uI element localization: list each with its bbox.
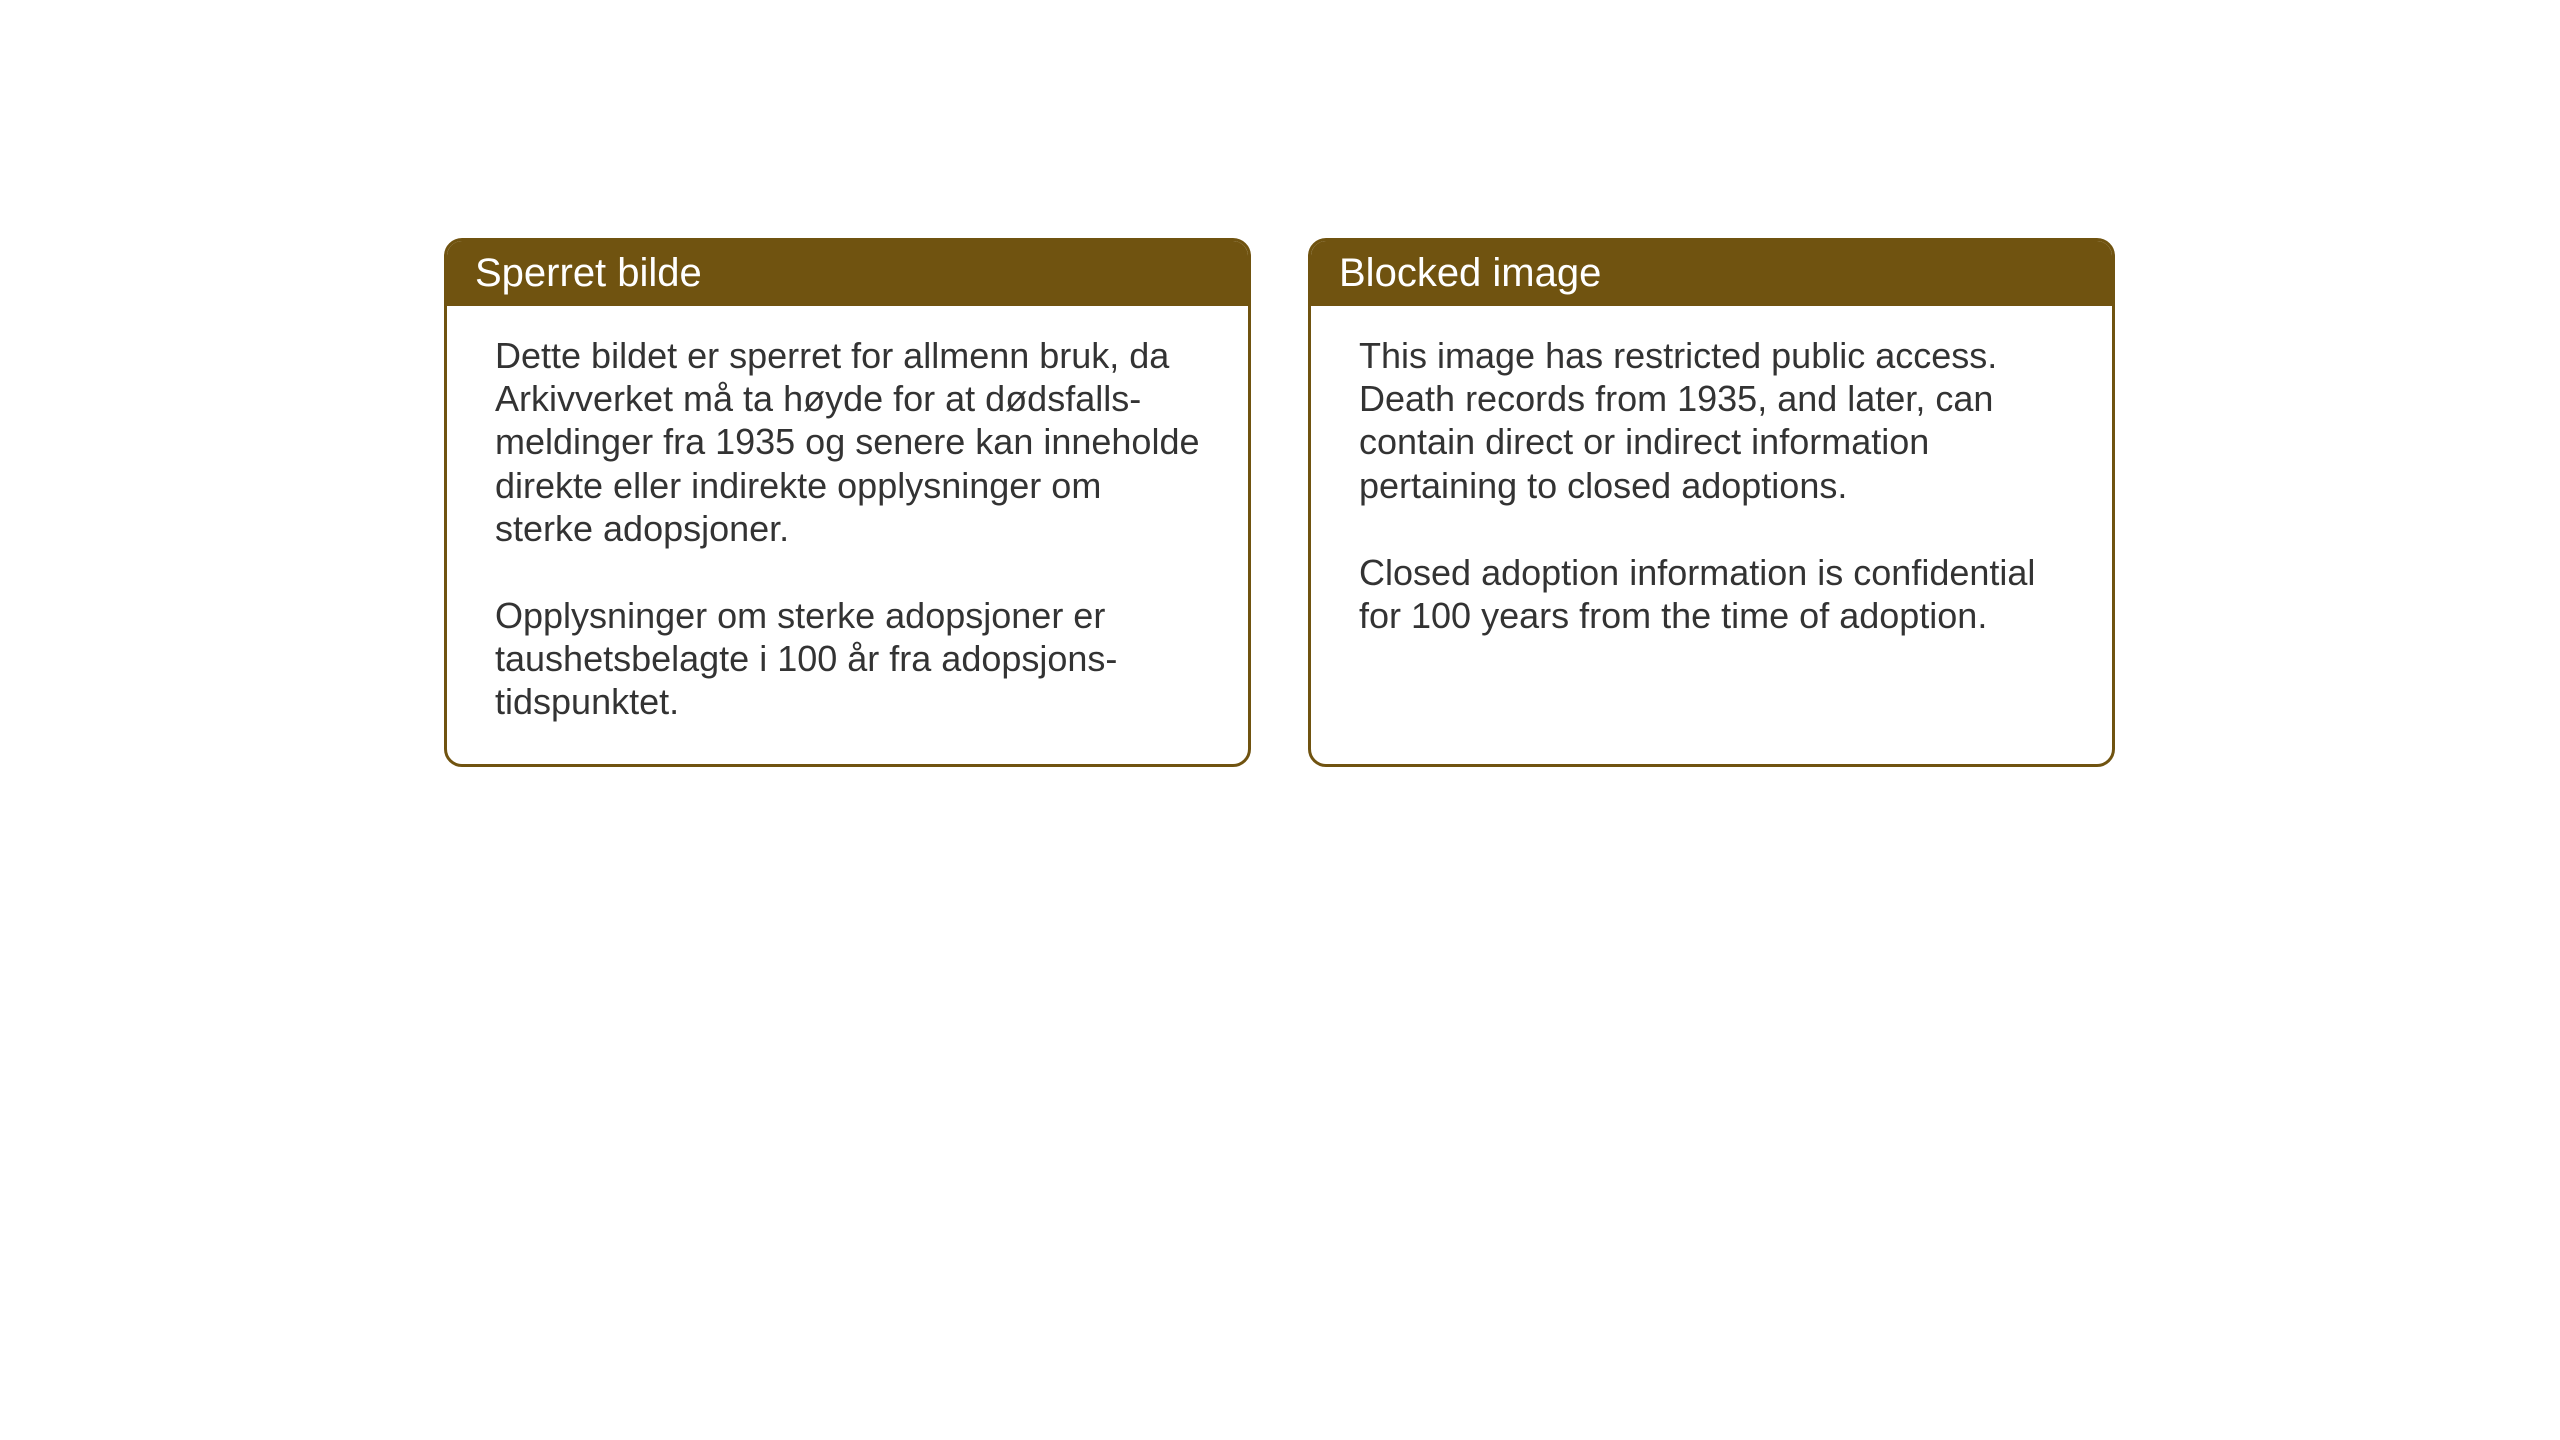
notice-paragraph-1: This image has restricted public access.… (1359, 334, 2064, 507)
notice-paragraph-2: Opplysninger om sterke adopsjoner er tau… (495, 594, 1200, 724)
notice-container: Sperret bilde Dette bildet er sperret fo… (444, 238, 2115, 767)
notice-body-norwegian: Dette bildet er sperret for allmenn bruk… (447, 306, 1248, 764)
notice-paragraph-1: Dette bildet er sperret for allmenn bruk… (495, 334, 1200, 550)
notice-body-english: This image has restricted public access.… (1311, 306, 2112, 746)
notice-box-norwegian: Sperret bilde Dette bildet er sperret fo… (444, 238, 1251, 767)
notice-header-english: Blocked image (1311, 241, 2112, 306)
notice-box-english: Blocked image This image has restricted … (1308, 238, 2115, 767)
notice-title: Blocked image (1339, 251, 1601, 295)
notice-paragraph-2: Closed adoption information is confident… (1359, 551, 2064, 637)
notice-header-norwegian: Sperret bilde (447, 241, 1248, 306)
notice-title: Sperret bilde (475, 251, 702, 295)
